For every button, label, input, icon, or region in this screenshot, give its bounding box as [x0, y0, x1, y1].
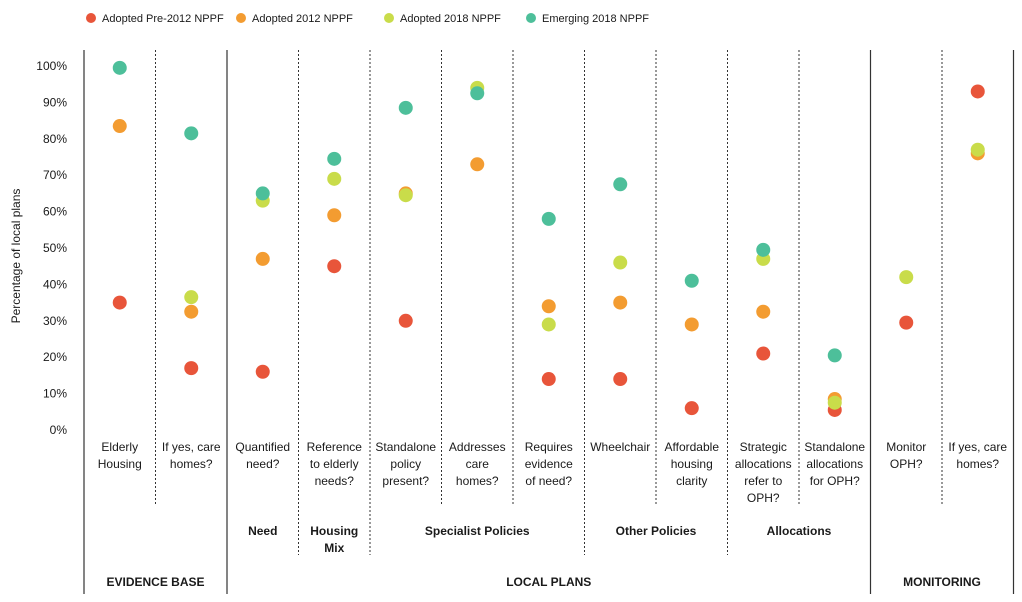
y-tick-label: 0% — [50, 423, 68, 437]
category-label: Standalone allocations for OPH? — [804, 440, 865, 488]
data-point — [827, 395, 842, 410]
category-label: Monitor OPH? — [886, 440, 926, 471]
data-point — [756, 242, 771, 257]
data-point — [327, 259, 342, 274]
group-label: Allocations — [767, 524, 832, 538]
y-tick-label: 50% — [43, 241, 67, 255]
category-label: Affordable housing clarity — [665, 440, 720, 488]
section-label: EVIDENCE BASE — [106, 575, 204, 589]
data-point — [613, 295, 628, 310]
data-point — [684, 401, 699, 416]
data-point — [398, 188, 413, 203]
section-label: MONITORING — [903, 575, 981, 589]
legend-label: Adopted Pre-2012 NPPF — [102, 13, 224, 25]
data-point — [756, 304, 771, 319]
y-tick-label: 80% — [43, 132, 67, 146]
data-point — [613, 372, 628, 387]
data-point — [970, 142, 985, 157]
data-point — [112, 60, 127, 75]
legend-marker — [384, 13, 394, 23]
category-label: Reference to elderly needs? — [307, 440, 363, 488]
data-point — [327, 208, 342, 223]
y-tick-label: 70% — [43, 168, 67, 182]
legend-label: Adopted 2012 NPPF — [252, 13, 353, 25]
data-point — [255, 186, 270, 201]
data-point — [899, 315, 914, 330]
y-tick-label: 40% — [43, 277, 67, 291]
data-point — [255, 251, 270, 266]
y-tick-label: 10% — [43, 387, 67, 401]
y-axis-label: Percentage of local plans — [9, 189, 23, 324]
data-point — [327, 151, 342, 166]
data-point — [541, 211, 556, 226]
data-point — [827, 348, 842, 363]
data-point — [255, 364, 270, 379]
y-tick-label: 90% — [43, 95, 67, 109]
legend-marker — [236, 13, 246, 23]
group-label: Other Policies — [616, 524, 697, 538]
data-point — [184, 126, 199, 141]
legend-marker — [526, 13, 536, 23]
data-point — [184, 304, 199, 319]
group-label: Housing Mix — [310, 524, 358, 555]
legend-label: Adopted 2018 NPPF — [400, 13, 501, 25]
category-label: Standalone policy present? — [375, 440, 436, 488]
category-label: Wheelchair — [590, 440, 650, 454]
data-point — [684, 273, 699, 288]
data-point — [613, 177, 628, 192]
data-point — [470, 157, 485, 172]
data-point — [398, 100, 413, 115]
data-point — [541, 317, 556, 332]
category-label: If yes, care homes? — [162, 440, 221, 471]
data-point — [112, 119, 127, 134]
data-point — [184, 361, 199, 376]
data-point — [684, 317, 699, 332]
section-label: LOCAL PLANS — [506, 575, 591, 589]
y-tick-label: 100% — [36, 59, 67, 73]
data-point — [541, 372, 556, 387]
legend-marker — [86, 13, 96, 23]
data-point — [756, 346, 771, 361]
category-label: If yes, care homes? — [948, 440, 1007, 471]
y-tick-label: 60% — [43, 205, 67, 219]
category-label: Requires evidence of need? — [525, 440, 573, 488]
data-point — [541, 299, 556, 314]
data-point — [470, 86, 485, 101]
data-point — [613, 255, 628, 270]
data-point — [327, 171, 342, 186]
group-label: Specialist Policies — [425, 524, 530, 538]
group-label: Need — [248, 524, 277, 538]
data-point — [184, 290, 199, 305]
category-label: Quantified need? — [235, 440, 290, 471]
y-tick-label: 30% — [43, 314, 67, 328]
category-label: Addresses care homes? — [449, 440, 506, 488]
category-label: Elderly Housing — [98, 440, 142, 471]
data-point — [112, 295, 127, 310]
data-point — [398, 313, 413, 328]
category-label: Strategic allocations refer to OPH? — [735, 440, 792, 505]
y-tick-label: 20% — [43, 350, 67, 364]
data-point — [899, 270, 914, 285]
legend-label: Emerging 2018 NPPF — [542, 13, 649, 25]
data-point — [970, 84, 985, 99]
